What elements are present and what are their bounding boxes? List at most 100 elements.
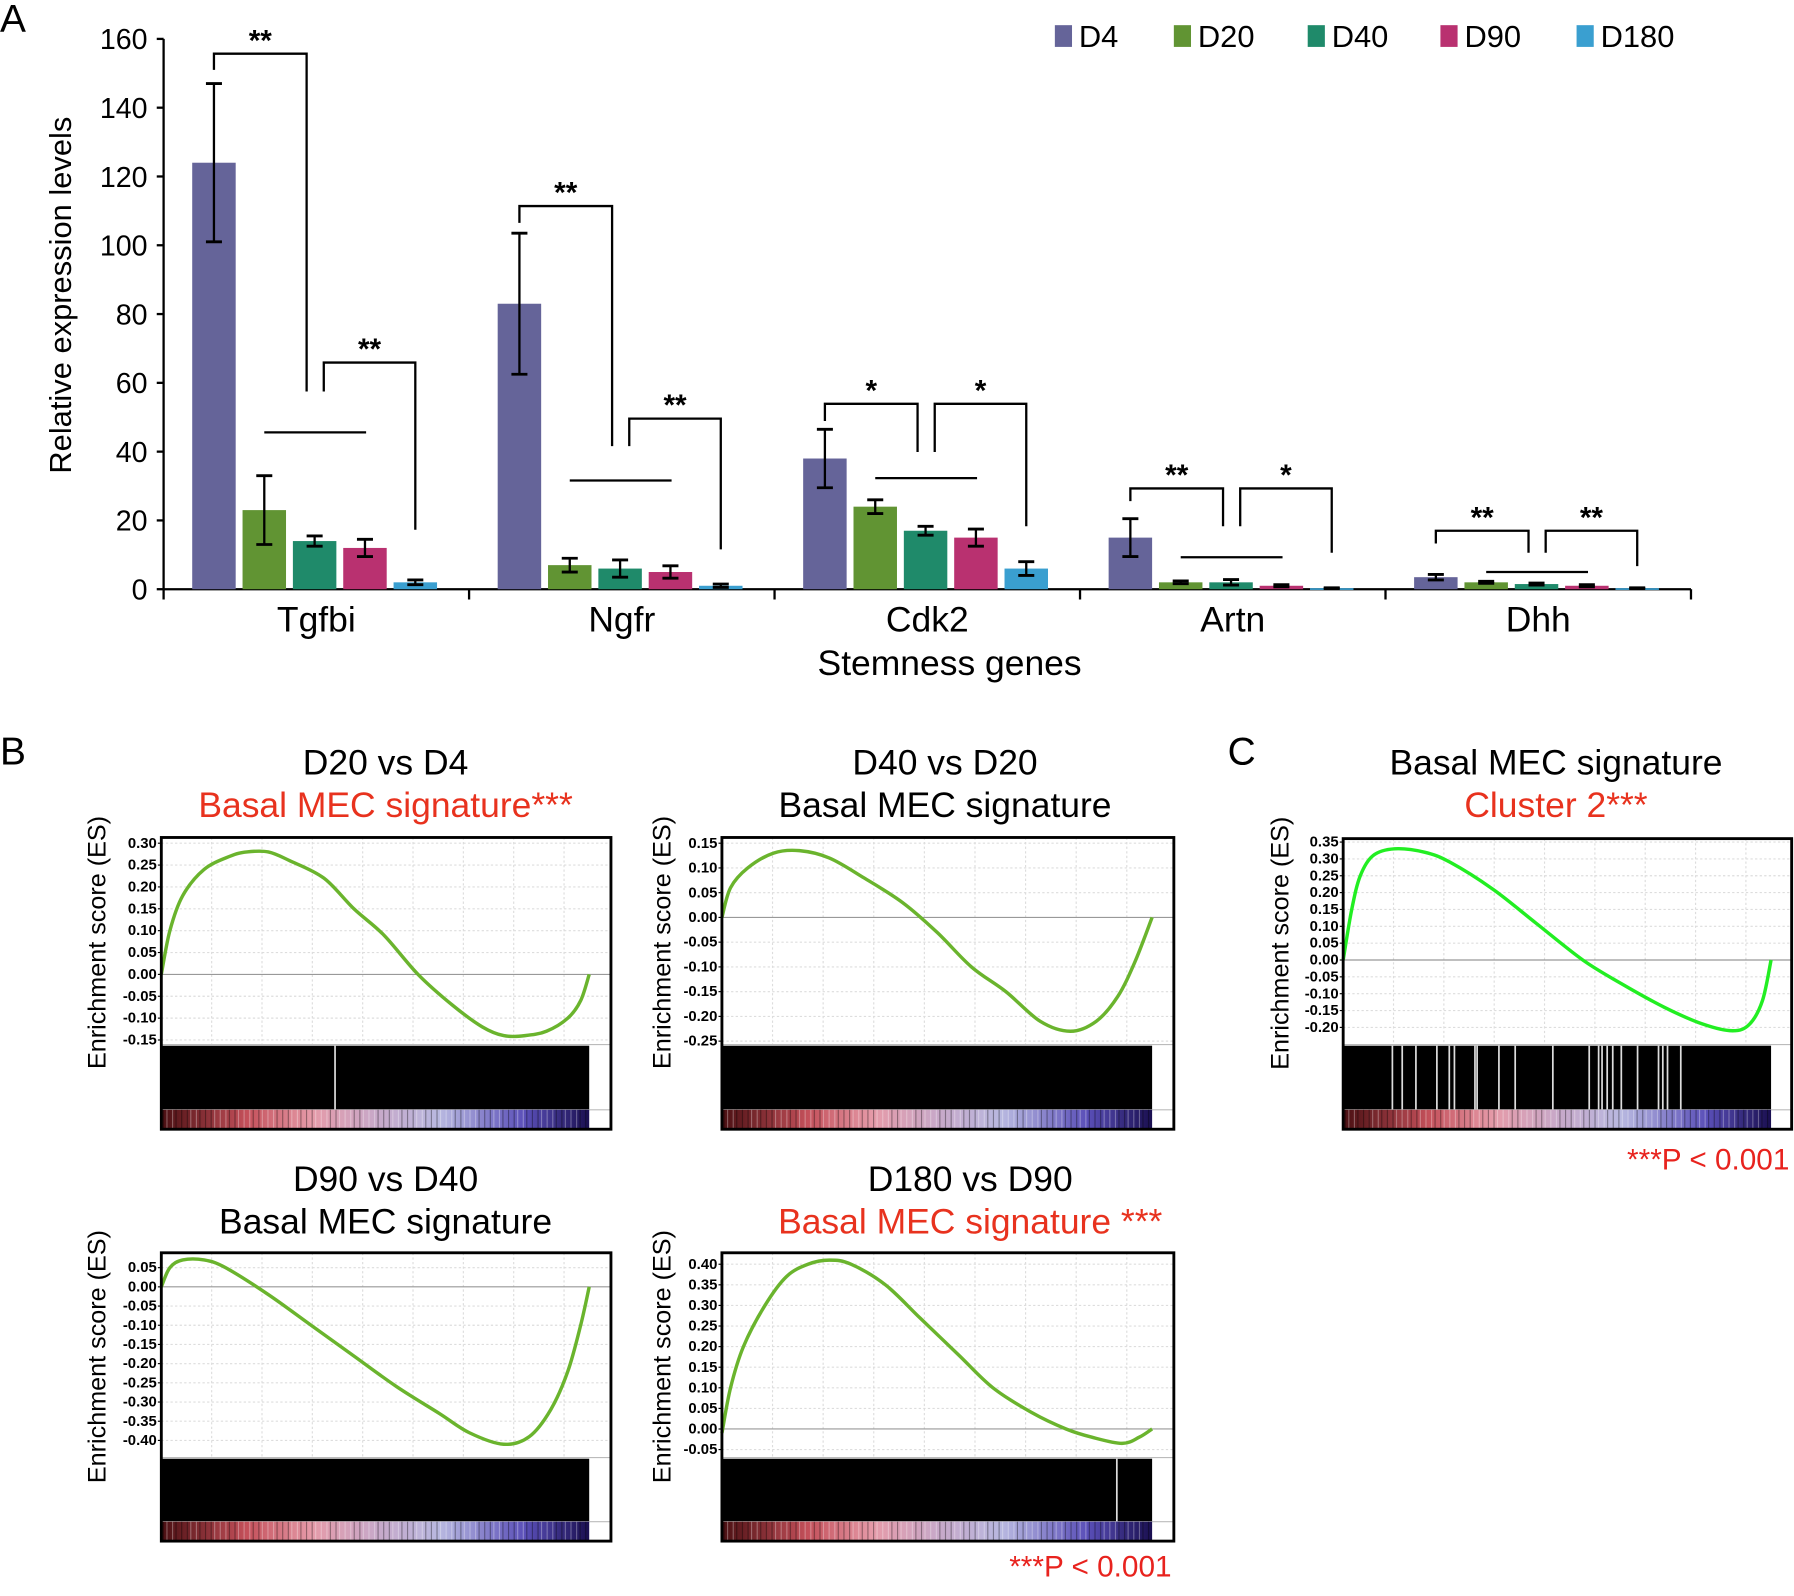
legend-label: D180: [1601, 19, 1675, 54]
bar-d40: [1514, 584, 1559, 590]
significance-label: **: [1165, 459, 1189, 492]
y-tick-label: -0.05: [123, 989, 157, 1005]
y-tick-label: 0.20: [1310, 885, 1339, 901]
plot-frame: [159, 836, 613, 1131]
enrichment-curve: [720, 1258, 1154, 1446]
gsea-title: D90 vs D40: [293, 1159, 478, 1199]
significance-bracket: [1129, 487, 1225, 527]
y-tick-label: 160: [100, 24, 148, 56]
y-tick-label: 60: [116, 368, 148, 400]
y-tick-label: 0.00: [128, 967, 157, 983]
significance-bracket: [1544, 529, 1639, 567]
legend-swatch-d40: [1307, 25, 1325, 47]
legend-label: D4: [1079, 19, 1118, 54]
significance-label: **: [1471, 501, 1495, 534]
y-tick-label: 0.40: [688, 1257, 717, 1273]
significance-bracket: [1434, 529, 1530, 553]
significance-bracket: [823, 402, 919, 452]
bar-d20: [1464, 582, 1508, 590]
legend-label: D40: [1332, 19, 1389, 54]
y-tick-label: 0.05: [128, 945, 157, 961]
y-tick-label: -0.25: [683, 1034, 717, 1050]
y-tick-label: -0.35: [123, 1414, 157, 1430]
y-tick-label: 20: [116, 506, 148, 538]
significance-bracket: [1239, 487, 1333, 553]
category-label: Ngfr: [588, 600, 655, 640]
bar-chart: 0 20 40 60 80 100 120 140 160 Relative expression…: [43, 19, 1693, 683]
y-tick-label: -0.05: [683, 1442, 717, 1458]
bar-d4: [1414, 577, 1458, 590]
y-tick-label: -0.25: [123, 1375, 157, 1391]
bar-d180: [1004, 568, 1048, 590]
y-tick-label: 0.25: [1310, 868, 1339, 884]
category-label: Artn: [1200, 600, 1265, 640]
y-tick-label: 0.35: [1310, 835, 1339, 851]
y-tick-label: 0.30: [688, 1298, 717, 1314]
y-tick-label: -0.10: [1305, 986, 1339, 1002]
bar-d40: [292, 541, 337, 590]
y-tick-label: 0.05: [688, 885, 717, 901]
y-tick-label: 140: [100, 93, 148, 125]
gsea-y-axis-title: Enrichment score (ES): [648, 1230, 676, 1483]
y-tick-label: 0.05: [1310, 936, 1339, 952]
y-tick-label: 0: [132, 575, 148, 607]
y-tick-label: -0.20: [683, 1009, 717, 1025]
y-tick-label: -0.05: [123, 1299, 157, 1315]
hit-region: [161, 1045, 590, 1110]
enrichment-curve: [720, 848, 1154, 1033]
significance-bracket: [322, 361, 417, 530]
hit-region: [721, 1458, 1153, 1522]
panel-label-c: C: [1228, 730, 1256, 773]
y-tick-label: -0.05: [683, 935, 717, 951]
significance-label: **: [663, 389, 687, 422]
bar-d20: [853, 506, 897, 590]
y-tick-label: 0.15: [688, 1360, 717, 1376]
ranked-list-gradient: [721, 1109, 1153, 1130]
ranked-list-gradient: [161, 1521, 590, 1542]
y-tick-label: 0.00: [1310, 953, 1339, 969]
p-value-label: ***P < 0.001: [1009, 1551, 1171, 1584]
legend-label: D20: [1198, 19, 1255, 54]
y-tick-label: 0.25: [688, 1319, 717, 1335]
y-tick-label: 0.00: [688, 1422, 717, 1438]
y-tick-label: 0.15: [128, 901, 157, 917]
y-tick-label: -0.10: [123, 1318, 157, 1334]
y-tick-label: -0.20: [1305, 1020, 1339, 1036]
gsea-subtitle: Basal MEC signature ***: [778, 1201, 1162, 1241]
bar-d40: [598, 568, 642, 590]
panel-label-a: A: [0, 0, 26, 41]
y-axis-title: Relative expression levels: [43, 117, 78, 474]
y-tick-label: 40: [116, 437, 148, 469]
y-tick-label: 0.30: [1310, 851, 1339, 867]
y-tick-label: 80: [116, 299, 148, 331]
significance-label: **: [554, 177, 578, 210]
hit-region: [161, 1458, 590, 1522]
gsea-subtitle: Basal MEC signature: [779, 785, 1112, 825]
gsea-y-axis-title: Enrichment score (ES): [1266, 817, 1294, 1070]
y-tick-label: 0.10: [688, 1380, 717, 1396]
bar-d40: [903, 530, 948, 590]
gsea-title: Basal MEC signature: [1389, 743, 1722, 783]
significance-label: *: [975, 374, 987, 407]
gsea-y-axis-title: Enrichment score (ES): [83, 1230, 111, 1483]
x-axis-title: Stemness genes: [818, 643, 1082, 683]
significance-bracket: [933, 402, 1028, 527]
gsea-title: D40 vs D20: [852, 743, 1037, 783]
y-tick-label: 0.20: [688, 1339, 717, 1355]
ranked-list-gradient: [1343, 1109, 1772, 1130]
y-tick-label: -0.20: [123, 1356, 157, 1372]
legend-swatch-d90: [1440, 25, 1458, 47]
gsea-subtitle: Basal MEC signature: [219, 1201, 552, 1241]
significance-bracket: [628, 417, 722, 550]
y-tick-label: -0.15: [1305, 1003, 1339, 1019]
category-label: Tgfbi: [277, 600, 356, 640]
y-tick-label: 120: [100, 162, 148, 194]
legend-swatch-d20: [1173, 25, 1192, 47]
category-label: Dhh: [1506, 600, 1571, 640]
plot-frame: [159, 1251, 613, 1543]
